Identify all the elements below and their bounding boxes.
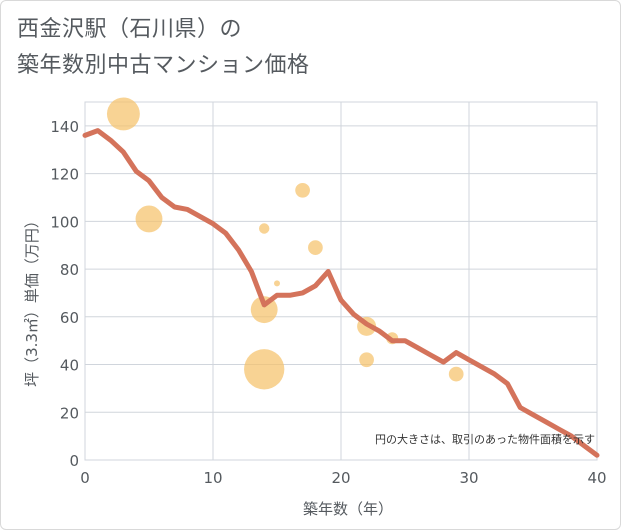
x-axis-label: 築年数（年） <box>303 500 393 518</box>
x-tick-label: 20 <box>331 469 350 487</box>
x-tick-label: 0 <box>80 469 90 487</box>
y-tick-label: 60 <box>60 309 79 327</box>
x-tick-label: 30 <box>459 469 478 487</box>
bubble-point <box>244 349 285 390</box>
bubble-point <box>448 366 464 382</box>
y-tick-label: 40 <box>60 357 79 375</box>
bubble-point <box>308 240 323 255</box>
bubble-layer <box>106 97 464 390</box>
x-tick-label: 10 <box>203 469 222 487</box>
y-tick-label: 80 <box>60 261 79 279</box>
bubble-point <box>273 280 281 287</box>
y-tick-label: 100 <box>50 213 79 231</box>
title-line-2: 築年数別中古マンション価格 <box>17 53 310 78</box>
bubble-point <box>135 205 163 233</box>
tick-layer: 0 20 40 60 80 100 120 140 0 10 20 30 40 <box>50 118 606 487</box>
y-tick-label: 140 <box>50 118 79 136</box>
price-trend-line <box>82 128 600 458</box>
y-tick-label: 0 <box>69 452 79 470</box>
y-tick-label: 120 <box>50 166 79 184</box>
bubble-size-note: 円の大きさは、取引のあった物件面積を示す <box>375 432 595 446</box>
bubble-point <box>295 182 310 198</box>
line-layer <box>82 128 600 458</box>
grid <box>84 101 598 461</box>
y-axis-label: 坪（3.3㎡）単価（万円） <box>23 213 41 387</box>
bubble-point <box>106 97 140 131</box>
bubble-point <box>258 223 270 234</box>
title-line-1: 西金沢駅（石川県）の <box>17 17 243 42</box>
bubble-point <box>359 352 374 368</box>
chart-title: 西金沢駅（石川県）の 築年数別中古マンション価格 <box>17 12 310 84</box>
y-tick-label: 20 <box>60 404 79 422</box>
x-tick-label: 40 <box>587 469 606 487</box>
